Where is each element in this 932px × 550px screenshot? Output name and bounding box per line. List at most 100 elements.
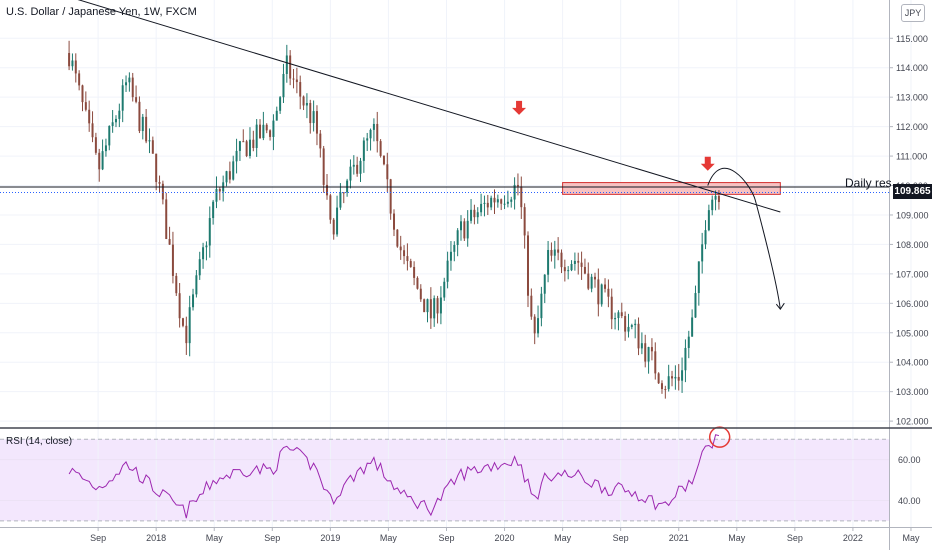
time-tick-label: 2019 bbox=[320, 533, 340, 543]
candle-body bbox=[81, 85, 84, 103]
candle-body bbox=[419, 288, 422, 300]
chart-title: U.S. Dollar / Japanese Yen, 1W, FXCM bbox=[6, 6, 197, 18]
candle-body bbox=[717, 195, 720, 203]
candle-body bbox=[523, 207, 526, 236]
projected-path[interactable] bbox=[707, 168, 781, 310]
candle-body bbox=[101, 151, 104, 170]
time-tick-label: Sep bbox=[787, 533, 803, 543]
candle-body bbox=[379, 141, 382, 156]
downtrend-line[interactable] bbox=[0, 0, 781, 213]
candle-body bbox=[697, 261, 700, 294]
rsi-line bbox=[68, 434, 720, 519]
candle-body bbox=[416, 277, 419, 289]
candle-body bbox=[74, 60, 77, 74]
candle-body bbox=[289, 55, 292, 79]
candle-body bbox=[547, 249, 550, 275]
price-tick-label: 104.000 bbox=[896, 358, 929, 368]
candle-body bbox=[362, 140, 365, 161]
price-gridlines bbox=[0, 37, 889, 422]
candle-body bbox=[315, 111, 318, 134]
candle-body bbox=[225, 171, 228, 183]
rsi-band bbox=[0, 439, 889, 521]
candle-body bbox=[376, 123, 379, 142]
time-tick-label: 2020 bbox=[495, 533, 515, 543]
candle-body bbox=[476, 212, 479, 218]
candle-body bbox=[215, 188, 218, 202]
candle-body bbox=[707, 210, 710, 231]
candle-body bbox=[272, 120, 275, 137]
candle-body bbox=[570, 263, 573, 271]
candle-body bbox=[346, 180, 349, 193]
candle-body bbox=[275, 110, 278, 121]
last-price-badge: 109.865 bbox=[893, 184, 932, 199]
candle-body bbox=[265, 124, 268, 131]
candle-body bbox=[694, 293, 697, 318]
time-tick-label: Sep bbox=[438, 533, 454, 543]
candle-body bbox=[537, 318, 540, 334]
candle-body bbox=[577, 260, 580, 263]
candle-body bbox=[520, 186, 523, 208]
candle-body bbox=[580, 262, 583, 267]
candle-body bbox=[98, 152, 101, 170]
price-tick-label: 111.000 bbox=[896, 152, 927, 162]
price-tick-label: 102.000 bbox=[896, 417, 929, 427]
candle-body bbox=[480, 203, 483, 213]
candle-body bbox=[590, 276, 593, 289]
down-arrows[interactable] bbox=[512, 100, 715, 171]
candle-body bbox=[309, 102, 312, 124]
rsi-title: RSI (14, close) bbox=[6, 436, 73, 447]
candle-body bbox=[674, 376, 677, 379]
candle-body bbox=[336, 207, 339, 235]
candle-body bbox=[285, 55, 288, 74]
candle-body bbox=[128, 77, 131, 83]
currency-badge[interactable]: JPY bbox=[901, 4, 925, 22]
candle-body bbox=[238, 141, 241, 151]
candle-body bbox=[111, 122, 114, 126]
candle-body bbox=[393, 213, 396, 230]
candle-body bbox=[406, 256, 409, 262]
candle-body bbox=[269, 130, 272, 137]
candle-body bbox=[439, 297, 442, 314]
rsi-highlight-circle[interactable] bbox=[708, 426, 731, 448]
candle-body bbox=[161, 183, 164, 200]
candle-body bbox=[409, 261, 412, 267]
candle-body bbox=[255, 124, 258, 148]
candle-body bbox=[151, 140, 154, 154]
candle-body bbox=[657, 373, 660, 384]
candle-body bbox=[228, 171, 231, 180]
candle-body bbox=[114, 118, 117, 123]
candle-body bbox=[620, 312, 623, 317]
candle-body bbox=[332, 219, 335, 235]
price-tick-label: 103.000 bbox=[896, 387, 929, 397]
candle-body bbox=[198, 259, 201, 276]
candle-body bbox=[446, 260, 449, 282]
candle-body bbox=[530, 295, 533, 317]
time-tick-label: Sep bbox=[90, 533, 106, 543]
candle-body bbox=[433, 298, 436, 319]
time-tick-label: May bbox=[554, 533, 572, 543]
candle-body bbox=[242, 141, 245, 143]
price-axis-ticks: 102.000 103.000 104.000 105.000 106.000 107.0… bbox=[889, 34, 929, 427]
candle-body bbox=[403, 250, 406, 257]
candle-body bbox=[506, 201, 509, 204]
price-tick-label: 112.000 bbox=[896, 122, 928, 132]
candle-body bbox=[714, 195, 717, 200]
candle-body bbox=[389, 179, 392, 214]
candle-body bbox=[145, 116, 148, 142]
candle-body bbox=[614, 318, 617, 320]
candle-body bbox=[148, 140, 151, 142]
candle-body bbox=[423, 299, 426, 313]
candle-body bbox=[573, 260, 576, 264]
candle-body bbox=[366, 138, 369, 141]
price-pane[interactable] bbox=[0, 0, 889, 427]
candle-body bbox=[352, 164, 355, 167]
candle-body bbox=[339, 192, 342, 208]
candle-body bbox=[637, 323, 640, 349]
candle-body bbox=[671, 376, 674, 379]
resistance-zone[interactable] bbox=[562, 182, 781, 195]
candle-body bbox=[349, 166, 352, 181]
candle-body bbox=[650, 347, 653, 352]
candle-body bbox=[429, 299, 432, 319]
candle-body bbox=[372, 123, 375, 130]
